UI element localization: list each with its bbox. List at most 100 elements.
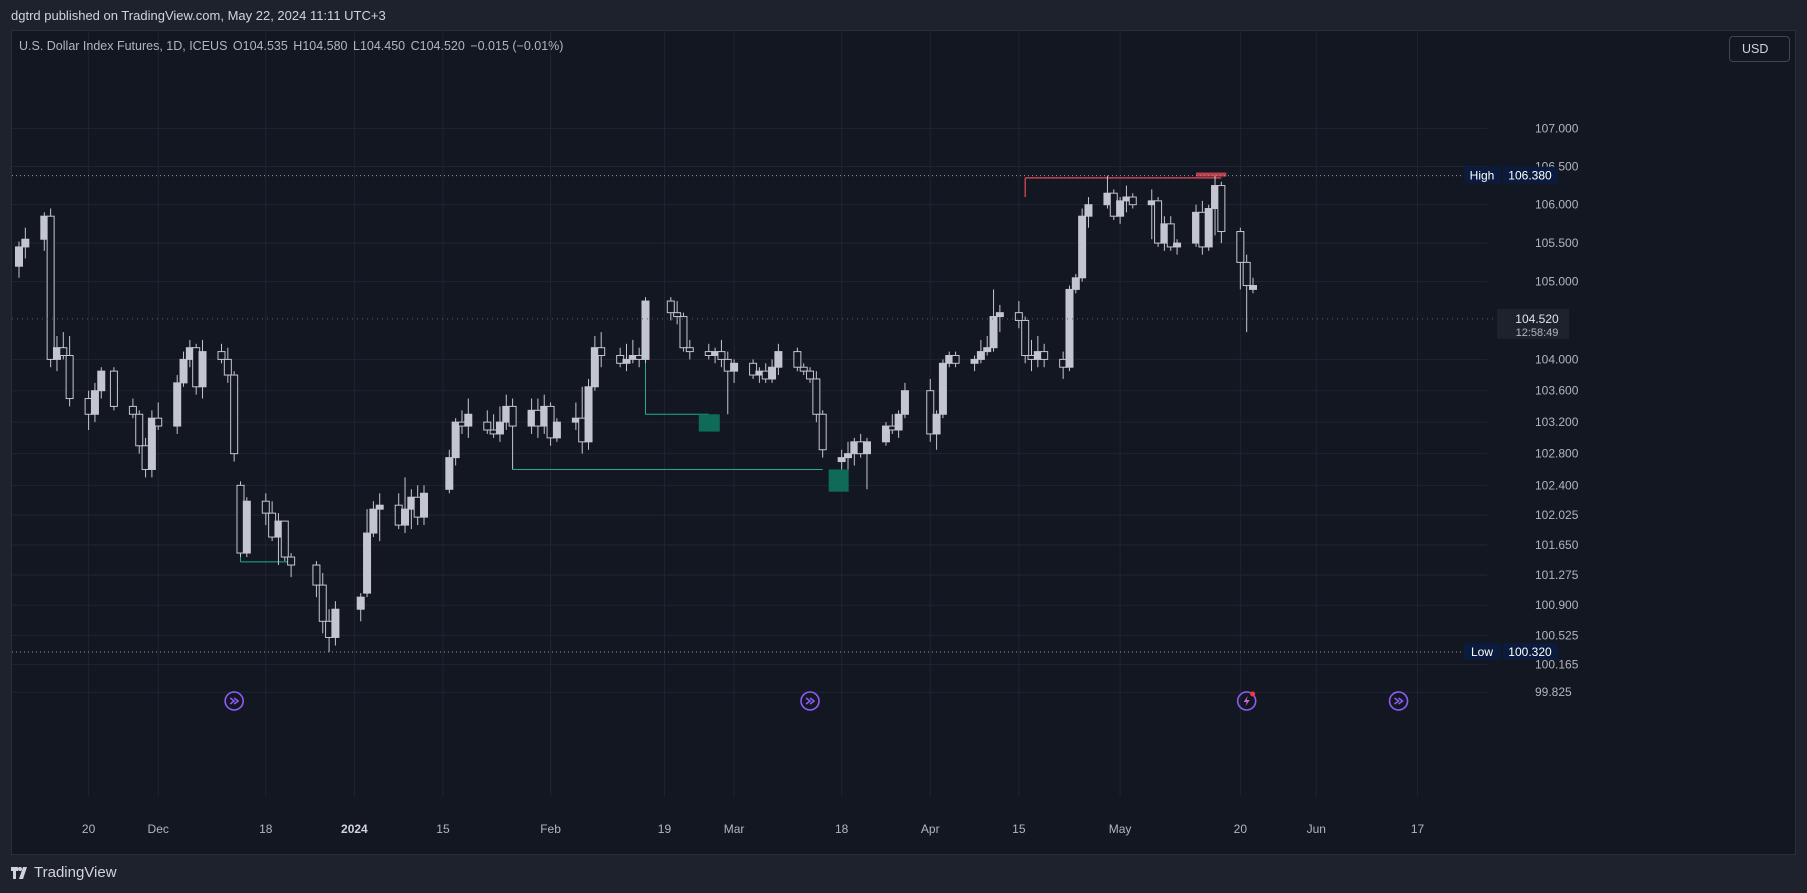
candle [793, 347, 802, 372]
candle [65, 336, 74, 407]
candle-body [843, 453, 852, 459]
candle-body [1065, 288, 1074, 368]
candle [989, 289, 998, 352]
candle-body [356, 596, 365, 610]
candle [318, 573, 327, 634]
economic-event-icon-ring [800, 691, 820, 711]
candle [1084, 197, 1093, 228]
candle-body [1204, 208, 1213, 248]
price-axis-label: 100.900 [1535, 598, 1579, 612]
candle [508, 398, 517, 470]
fvg-box [828, 469, 849, 492]
candle-body [1249, 285, 1257, 290]
currency-button[interactable]: USD [1729, 36, 1790, 62]
legend-change: −0.015 (−0.01%) [470, 39, 564, 53]
low-tag: Low [1471, 645, 1493, 659]
candle-body [926, 390, 935, 435]
candle-body [318, 584, 327, 622]
time-axis-label: Feb [540, 822, 561, 836]
price-axis-label: 106.000 [1535, 198, 1579, 212]
candle-body [375, 504, 384, 510]
candle-body [198, 351, 207, 388]
news-event-icon-dot [1250, 691, 1256, 697]
candle-body [1128, 196, 1137, 206]
economic-event-icon-ring [224, 691, 244, 711]
legend-symbol[interactable]: U.S. Dollar Index Futures, 1D, ICEUS [19, 39, 228, 53]
candle [280, 520, 289, 562]
candle [1236, 227, 1245, 290]
high-value-label: 106.380 [1508, 169, 1552, 183]
countdown-label: 12:58:49 [1516, 327, 1559, 339]
time-axis-label: 18 [835, 822, 849, 836]
candle [970, 355, 979, 372]
news-event-icon[interactable] [1236, 691, 1257, 711]
candle-body [900, 390, 909, 415]
candle-body [552, 421, 561, 439]
candle-body [15, 246, 23, 267]
candle [837, 449, 846, 470]
economic-event-icon[interactable] [224, 691, 244, 711]
price-axis-label: 102.400 [1535, 478, 1579, 492]
candlestick-chart[interactable]: 107.000106.500106.000105.500105.000104.0… [12, 31, 1796, 855]
candle-body [793, 351, 802, 368]
legend-close: C104.520 [410, 39, 465, 53]
footer-bar [0, 855, 1807, 893]
candle-body [774, 351, 783, 368]
candle-body [1236, 231, 1245, 263]
candle-body [768, 366, 777, 380]
candle [1249, 277, 1257, 294]
chart-frame[interactable]: 107.000 106.500 106.000 105.500 105.000 104.0… [11, 30, 1796, 855]
candle-body [995, 312, 1004, 318]
publish-bar: dgtrd published on TradingView.com, May … [0, 0, 1807, 30]
symbol-legend: U.S. Dollar Index Futures, 1D, ICEUS O10… [19, 39, 565, 53]
candle-body [97, 370, 106, 392]
tradingview-brand[interactable]: TradingView [11, 864, 117, 881]
candle-body [217, 351, 226, 360]
fvg-box [698, 414, 720, 432]
candle-body [666, 300, 675, 314]
economic-event-icon[interactable] [800, 691, 820, 711]
candle-body [622, 358, 631, 364]
candle-body [135, 413, 144, 447]
candle-body [970, 358, 979, 364]
candle-body [312, 564, 321, 586]
candle [375, 493, 384, 542]
time-axis-label: Dec [148, 822, 169, 836]
candle-body [894, 413, 903, 431]
price-axis-label: 105.000 [1535, 275, 1579, 289]
candle [147, 410, 156, 478]
candle [679, 312, 688, 352]
candle [1173, 239, 1182, 255]
price-axis-label: 103.600 [1535, 384, 1579, 398]
candle [135, 410, 144, 454]
candle [154, 402, 163, 430]
candle-body [242, 500, 251, 554]
time-axis-label: Mar [724, 822, 745, 836]
candle [451, 418, 460, 466]
candle-body [369, 508, 378, 534]
low-value-label: 100.320 [1508, 645, 1552, 659]
candle [894, 410, 903, 438]
economic-event-icon-arrow [805, 697, 816, 705]
candle-body [1021, 319, 1030, 356]
candle-body [287, 556, 296, 566]
candle-body [495, 421, 504, 435]
candle [818, 410, 827, 458]
economic-event-icon[interactable] [1388, 691, 1409, 711]
candle [622, 343, 631, 372]
candle [843, 441, 852, 470]
candle-body [230, 374, 239, 455]
candle [420, 485, 429, 526]
candle-body [401, 508, 410, 526]
candle-body [128, 405, 137, 415]
candle [445, 449, 454, 494]
time-axis-label: 20 [82, 822, 96, 836]
candle-body [1014, 312, 1023, 321]
time-axis-label: 15 [1012, 822, 1026, 836]
time-axis-label: 19 [658, 822, 672, 836]
candle [59, 332, 68, 360]
news-event-icon-bolt [1243, 696, 1250, 706]
candle-body [685, 347, 694, 353]
candle-body [508, 405, 517, 427]
legend-low: L104.450 [353, 39, 406, 53]
